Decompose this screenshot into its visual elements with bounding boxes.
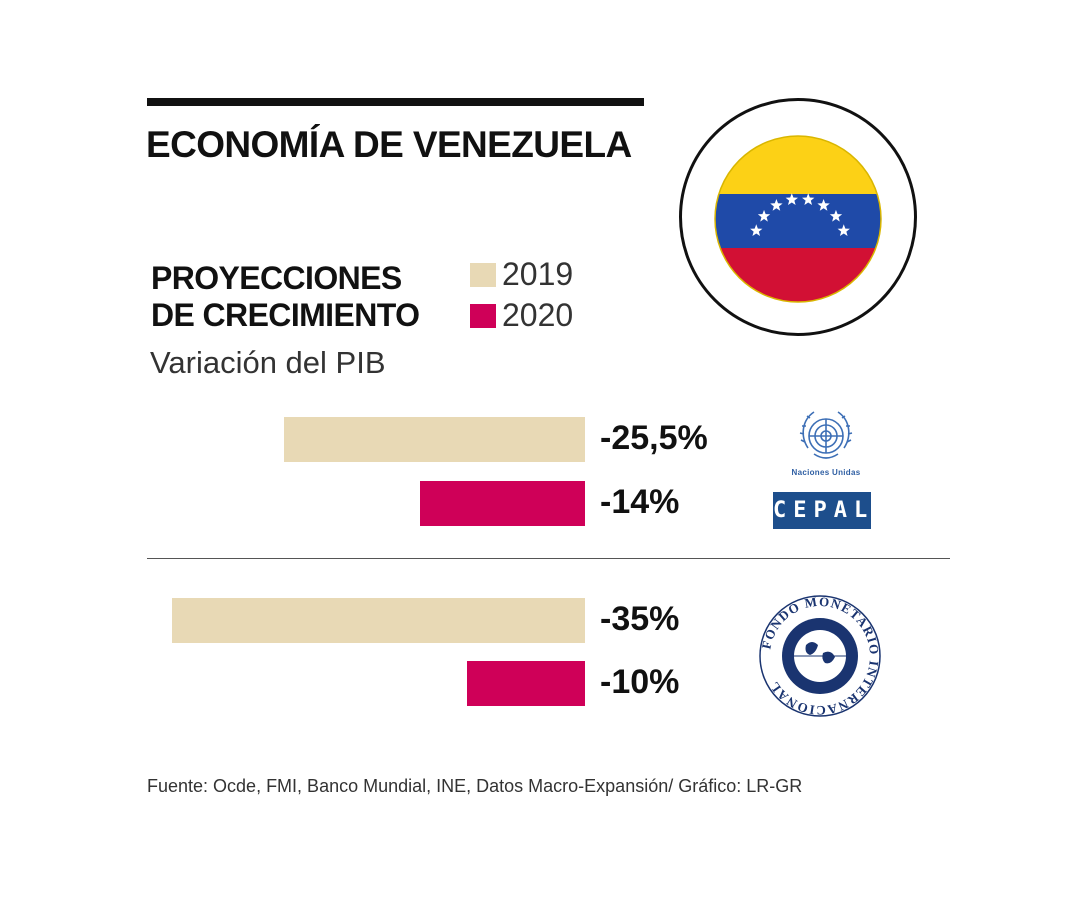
legend-swatch-2019: [470, 262, 496, 287]
bar-imf-2019: [172, 598, 585, 643]
legend-item-2020: 2020: [470, 297, 573, 334]
chart-subtitle-line1: PROYECCIONES: [151, 260, 402, 296]
legend-label-2019: 2019: [502, 256, 574, 292]
flag-star-icon: [785, 193, 798, 205]
cepal-logo: CEPAL: [773, 492, 871, 529]
legend-swatch-2020: [470, 303, 496, 328]
page-title: ECONOMÍA DE VENEZUELA: [146, 124, 632, 165]
imf-logo: FONDO MONETARIO INTERNACIONAL: [757, 593, 883, 719]
flag-star-icon: [837, 224, 850, 237]
legend-item-2019: 2019: [470, 256, 573, 293]
imf-seal-icon: FONDO MONETARIO INTERNACIONAL: [758, 594, 881, 718]
un-emblem-icon: [799, 411, 853, 459]
bar-cepal-2019: [284, 417, 585, 462]
un-logo-caption: Naciones Unidas: [791, 468, 861, 477]
bar-label-imf-2020: -10%: [600, 663, 680, 701]
flag-star-icon: [757, 209, 771, 222]
bar-label-imf-2019: -35%: [600, 600, 680, 638]
bar-label-cepal-2020: -14%: [600, 483, 680, 521]
bar-cepal-2020: [419, 481, 585, 526]
bar-label-cepal-2019: -25,5%: [600, 419, 708, 457]
chart-subtitle-line2: DE CRECIMIENTO: [151, 297, 420, 333]
un-emblem-logo: [774, 404, 878, 484]
unit-label: Variación del PIB: [150, 345, 386, 380]
title-rule: [147, 98, 644, 106]
source-note: Fuente: Ocde, FMI, Banco Mundial, INE, D…: [147, 776, 803, 796]
group-divider: [147, 558, 950, 559]
venezuela-flag-icon: [714, 135, 882, 303]
bar-imf-2020: [467, 661, 585, 706]
legend-label-2020: 2020: [502, 297, 574, 333]
venezuela-flag-badge: [679, 98, 917, 336]
flag-star-icon: [829, 209, 843, 222]
flag-star-icon: [770, 199, 783, 211]
flag-star-icon: [802, 193, 815, 205]
flag-star-icon: [817, 199, 830, 211]
flag-star-icon: [750, 224, 763, 237]
